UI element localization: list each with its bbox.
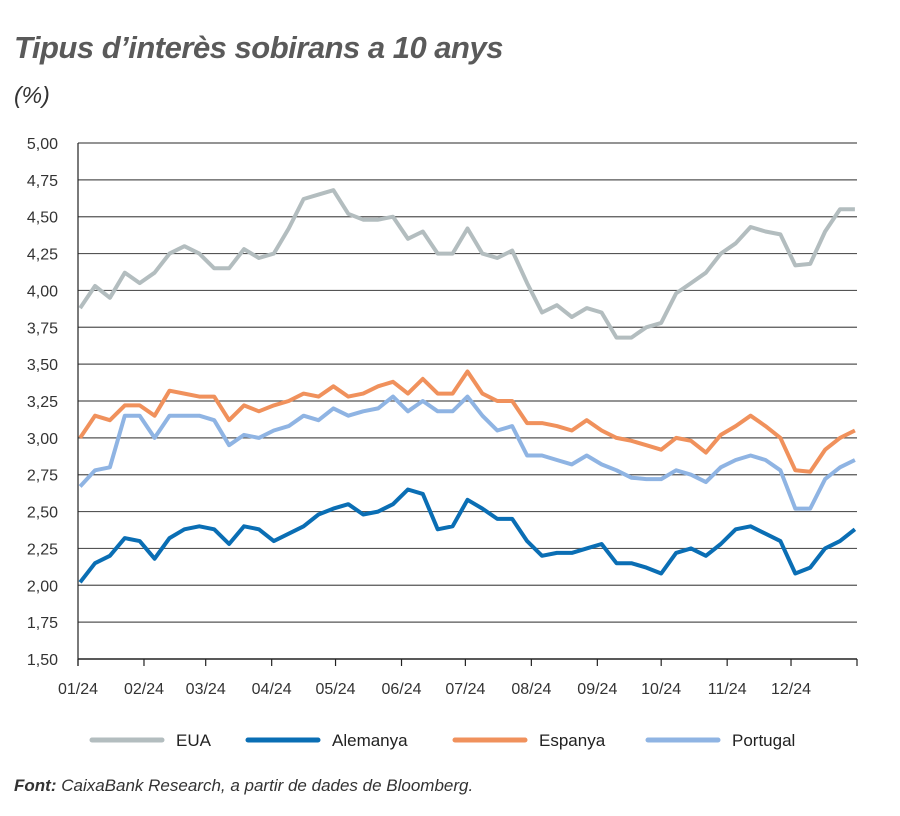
x-tick-label: 06/24 [381, 681, 421, 698]
x-tick-label: 08/24 [511, 681, 551, 698]
y-tick-label: 1,50 [27, 652, 58, 669]
y-tick-label: 2,25 [27, 541, 58, 558]
y-tick-label: 5,00 [27, 136, 58, 153]
x-tick-label: 01/24 [58, 681, 98, 698]
y-tick-label: 4,00 [27, 283, 58, 300]
series-line-espanya [78, 369, 856, 474]
y-tick-label: 4,75 [27, 173, 58, 190]
legend-label-espanya: Espanya [539, 731, 606, 750]
chart-unit: (%) [14, 82, 50, 108]
series-line-alemanya [78, 487, 857, 584]
y-tick-label: 1,75 [27, 615, 58, 632]
source-note: Font: CaixaBank Research, a partir de da… [14, 776, 473, 796]
x-tick-label: 12/24 [771, 681, 811, 698]
y-tick-label: 3,00 [27, 431, 58, 448]
source-label: Font: [14, 776, 57, 795]
chart-title: Tipus d’interès sobirans a 10 anys [14, 30, 503, 65]
x-tick-label: 09/24 [577, 681, 617, 698]
legend-label-eua: EUA [176, 731, 212, 750]
y-tick-label: 4,25 [27, 247, 58, 264]
x-tick-label: 02/24 [124, 681, 164, 698]
series-line-eua [78, 188, 855, 340]
source-text: CaixaBank Research, a partir de dades de… [56, 776, 474, 795]
y-tick-label: 3,75 [27, 320, 58, 337]
x-tick-label: 11/24 [708, 681, 747, 698]
x-tick-label: 03/24 [186, 681, 226, 698]
x-tick-label: 07/24 [445, 681, 485, 698]
x-tick-label: 05/24 [316, 681, 356, 698]
y-tick-label: 2,75 [27, 468, 58, 485]
x-tick-label: 04/24 [252, 681, 292, 698]
y-tick-label: 3,50 [27, 357, 58, 374]
y-tick-label: 2,00 [27, 578, 58, 595]
x-tick-label: 10/24 [641, 681, 681, 698]
series-line-portugal [78, 394, 856, 511]
y-tick-label: 2,50 [27, 505, 58, 522]
legend-label-alemanya: Alemanya [332, 731, 408, 750]
y-tick-label: 4,50 [27, 210, 58, 227]
y-tick-label: 3,25 [27, 394, 58, 411]
legend-label-portugal: Portugal [732, 731, 795, 750]
